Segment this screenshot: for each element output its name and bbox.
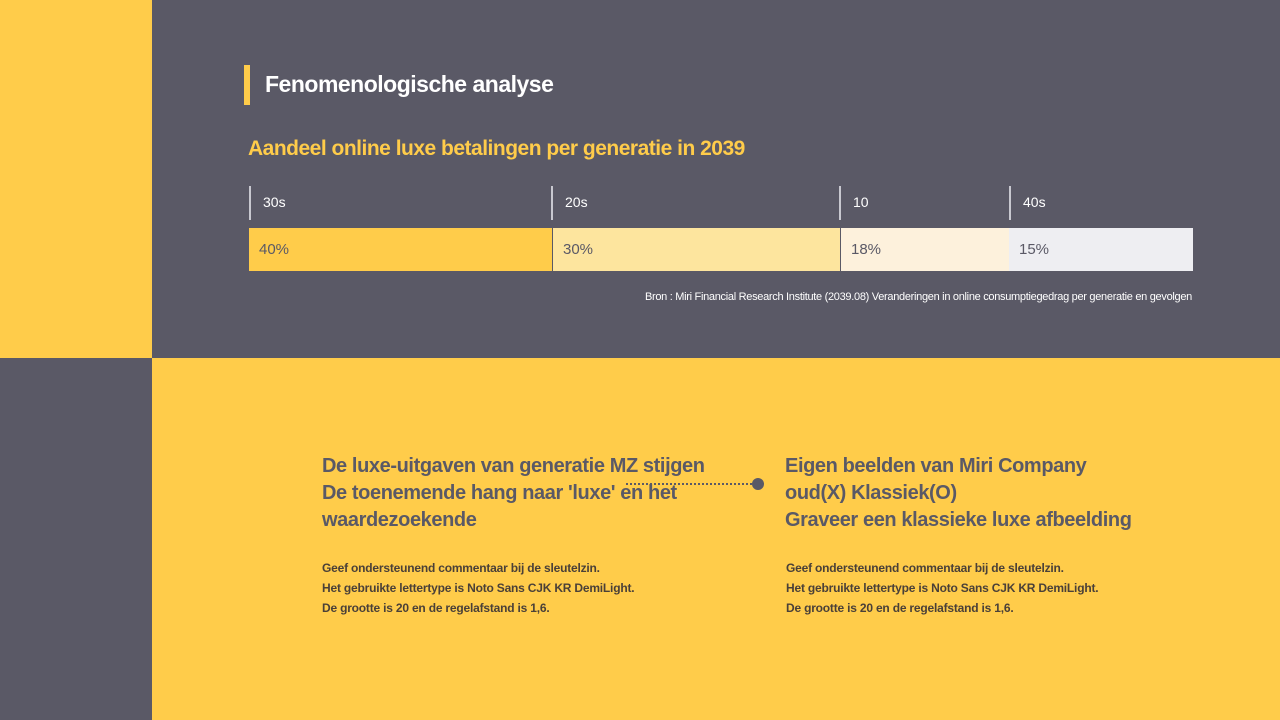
body-line: Geef ondersteunend commentaar bij de sle… <box>322 561 600 575</box>
right-heading: Eigen beelden van Miri Company oud(X) Kl… <box>785 453 1132 534</box>
page-title: Fenomenologische analyse <box>265 71 554 97</box>
bar-segment: 15% <box>1009 228 1193 271</box>
body-line: De grootte is 20 en de regelafstand is 1… <box>322 601 550 615</box>
heading-line: Graveer een klassieke luxe afbeelding <box>785 509 1132 531</box>
heading-line: waardezoekende <box>322 509 477 531</box>
bar-segment: 30% <box>552 228 840 271</box>
heading-line: De toenemende hang naar 'luxe' en het <box>322 482 677 504</box>
bg-left-top <box>0 0 152 358</box>
left-body: Geef ondersteunend commentaar bij de sle… <box>322 558 635 618</box>
source-note: Bron : Miri Financial Research Institute… <box>644 291 1192 303</box>
category-label: 10 <box>839 186 869 220</box>
connector-dot <box>752 478 764 490</box>
body-line: De grootte is 20 en de regelafstand is 1… <box>786 601 1014 615</box>
heading-line: De luxe-uitgaven van generatie MZ stijge… <box>322 455 705 477</box>
left-heading: De luxe-uitgaven van generatie MZ stijge… <box>322 453 705 534</box>
bar-segment: 40% <box>249 228 552 271</box>
category-label: 30s <box>249 186 286 220</box>
title-accent-bar <box>244 65 250 105</box>
heading-line: oud(X) Klassiek(O) <box>785 482 957 504</box>
body-line: Het gebruikte lettertype is Noto Sans CJ… <box>786 581 1099 595</box>
bg-right-top <box>152 0 1280 358</box>
bar-segment: 18% <box>840 228 1009 271</box>
category-label: 40s <box>1009 186 1046 220</box>
right-body: Geef ondersteunend commentaar bij de sle… <box>786 558 1099 618</box>
category-label: 20s <box>551 186 588 220</box>
bg-left-bottom <box>0 358 152 720</box>
bg-right-bottom <box>152 358 1280 720</box>
chart-title: Aandeel online luxe betalingen per gener… <box>248 137 745 160</box>
heading-line: Eigen beelden van Miri Company <box>785 455 1087 477</box>
body-line: Het gebruikte lettertype is Noto Sans CJ… <box>322 581 635 595</box>
body-line: Geef ondersteunend commentaar bij de sle… <box>786 561 1064 575</box>
dotted-connector <box>626 483 752 485</box>
